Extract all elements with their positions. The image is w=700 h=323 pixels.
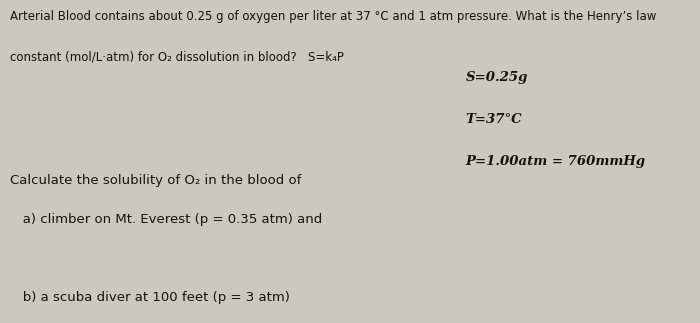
Text: S=0.25g: S=0.25g — [466, 71, 528, 84]
Text: constant (mol/L·atm) for O₂ dissolution in blood?   S=k₄P: constant (mol/L·atm) for O₂ dissolution … — [10, 50, 344, 63]
Text: Arterial Blood contains about 0.25 g of oxygen per liter at 37 °C and 1 atm pres: Arterial Blood contains about 0.25 g of … — [10, 10, 657, 23]
Text: Calculate the solubility of O₂ in the blood of: Calculate the solubility of O₂ in the bl… — [10, 174, 302, 187]
Text: a) climber on Mt. Everest (p = 0.35 atm) and: a) climber on Mt. Everest (p = 0.35 atm)… — [10, 213, 323, 226]
Text: T=37°C: T=37°C — [466, 113, 522, 126]
Text: b) a scuba diver at 100 feet (p = 3 atm): b) a scuba diver at 100 feet (p = 3 atm) — [10, 291, 290, 304]
Text: P=1.00atm = 760mmHg: P=1.00atm = 760mmHg — [466, 155, 645, 168]
